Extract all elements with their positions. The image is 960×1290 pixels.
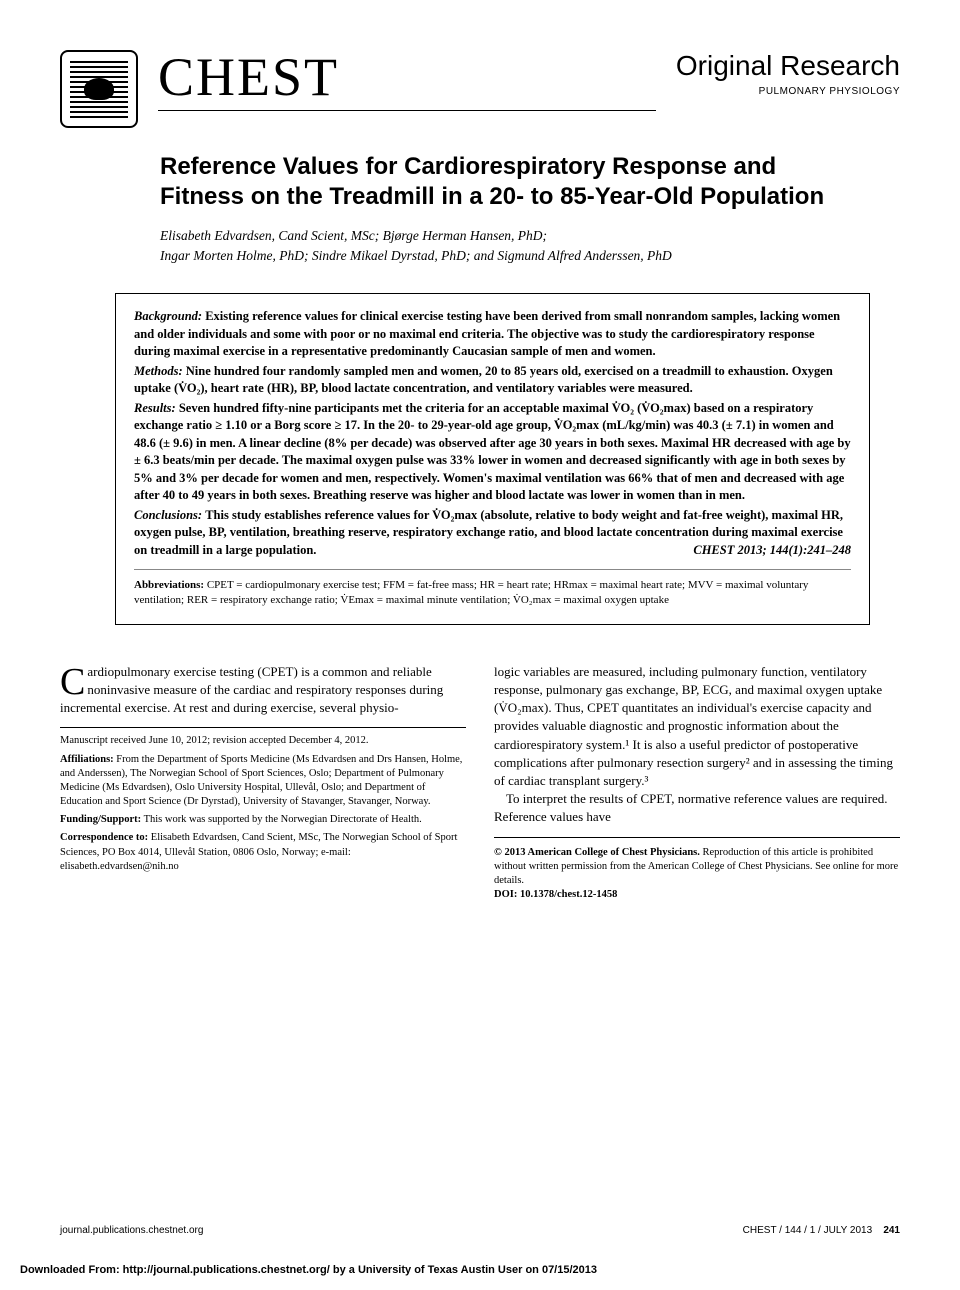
section-label: Original Research bbox=[676, 50, 900, 82]
methods-text: Nine hundred four randomly sampled men a… bbox=[134, 364, 833, 396]
doi: DOI: 10.1378/chest.12-1458 bbox=[494, 889, 617, 900]
copyright-block: © 2013 American College of Chest Physici… bbox=[494, 846, 900, 903]
abstract-methods: Methods: Nine hundred four randomly samp… bbox=[134, 363, 851, 398]
funding-label: Funding/Support: bbox=[60, 814, 141, 825]
background-text: Existing reference values for clinical e… bbox=[134, 309, 840, 358]
footer-right: CHEST / 144 / 1 / JULY 2013 241 bbox=[743, 1225, 900, 1236]
dropcap: C bbox=[60, 663, 87, 698]
right-para-1: logic variables are measured, including … bbox=[494, 663, 900, 790]
page-footer: journal.publications.chestnet.org CHEST … bbox=[60, 1225, 900, 1236]
manuscript-received: Manuscript received June 10, 2012; revis… bbox=[60, 734, 466, 748]
footer-left: journal.publications.chestnet.org bbox=[60, 1225, 203, 1236]
abstract-citation: CHEST 2013; 144(1):241–248 bbox=[693, 542, 851, 560]
copyright-line1: © 2013 American College of Chest Physici… bbox=[494, 847, 700, 858]
right-column: logic variables are measured, including … bbox=[494, 663, 900, 902]
conclusions-label: Conclusions: bbox=[134, 508, 202, 522]
correspondence: Correspondence to: Elisabeth Edvardsen, … bbox=[60, 831, 466, 874]
abstract-results: Results: Seven hundred fifty-nine partic… bbox=[134, 400, 851, 505]
affil-label: Affiliations: bbox=[60, 754, 114, 765]
abstract-background: Background: Existing reference values fo… bbox=[134, 308, 851, 361]
journal-title-block: CHEST bbox=[158, 50, 656, 111]
funding-text: This work was supported by the Norwegian… bbox=[144, 814, 422, 825]
results-text: Seven hundred fifty-nine participants me… bbox=[134, 401, 851, 503]
abbreviations: Abbreviations: CPET = cardiopulmonary ex… bbox=[134, 578, 851, 608]
abbrev-label: Abbreviations: bbox=[134, 579, 204, 591]
logo-graphic bbox=[70, 60, 128, 118]
corr-label: Correspondence to: bbox=[60, 832, 148, 843]
authors-line-2: Ingar Morten Holme, PhD; Sindre Mikael D… bbox=[160, 246, 900, 266]
abstract-conclusions: Conclusions: This study establishes refe… bbox=[134, 507, 851, 560]
results-label: Results: bbox=[134, 401, 176, 415]
journal-name: CHEST bbox=[158, 50, 656, 104]
body-columns: Cardiopulmonary exercise testing (CPET) … bbox=[60, 663, 900, 902]
abstract-divider bbox=[134, 569, 851, 570]
authors-block: Elisabeth Edvardsen, Cand Scient, MSc; B… bbox=[160, 226, 900, 265]
download-note: Downloaded From: http://journal.publicat… bbox=[20, 1264, 597, 1276]
header-divider bbox=[158, 110, 656, 111]
abstract-box: Background: Existing reference values fo… bbox=[115, 293, 870, 625]
methods-label: Methods: bbox=[134, 364, 183, 378]
meta-divider bbox=[60, 727, 466, 728]
left-column: Cardiopulmonary exercise testing (CPET) … bbox=[60, 663, 466, 902]
page-number: 241 bbox=[883, 1225, 900, 1236]
page-header: CHEST Original Research PULMONARY PHYSIO… bbox=[60, 50, 900, 128]
article-title: Reference Values for Cardiorespiratory R… bbox=[160, 152, 860, 212]
manuscript-meta: Manuscript received June 10, 2012; revis… bbox=[60, 734, 466, 874]
background-label: Background: bbox=[134, 309, 202, 323]
journal-logo bbox=[60, 50, 138, 128]
affil-text: From the Department of Sports Medicine (… bbox=[60, 754, 462, 808]
header-right: Original Research PULMONARY PHYSIOLOGY bbox=[676, 50, 900, 97]
subsection-label: PULMONARY PHYSIOLOGY bbox=[676, 86, 900, 97]
authors-line-1: Elisabeth Edvardsen, Cand Scient, MSc; B… bbox=[160, 226, 900, 246]
funding: Funding/Support: This work was supported… bbox=[60, 813, 466, 827]
right-para-2: To interpret the results of CPET, normat… bbox=[494, 790, 900, 826]
affiliations: Affiliations: From the Department of Spo… bbox=[60, 753, 466, 810]
copyright-divider bbox=[494, 837, 900, 838]
abbrev-text: CPET = cardiopulmonary exercise test; FF… bbox=[134, 579, 808, 606]
body-intro-para: Cardiopulmonary exercise testing (CPET) … bbox=[60, 663, 466, 718]
left-para-text: ardiopulmonary exercise testing (CPET) i… bbox=[60, 664, 443, 715]
